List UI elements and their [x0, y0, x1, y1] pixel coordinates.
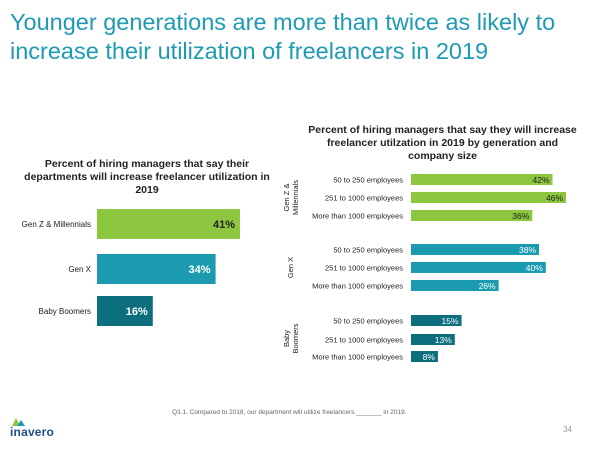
right-category-label: More than 1000 employees — [312, 212, 403, 221]
right-bar — [411, 262, 546, 273]
left-category-label: Gen Z & Millennials — [22, 220, 91, 229]
right-value-label: 15% — [442, 316, 459, 326]
right-bar — [411, 244, 540, 255]
left-value-label: 16% — [126, 306, 148, 318]
right-chart-title: Percent of hiring managers that say they… — [308, 124, 577, 162]
right-value-label: 13% — [435, 335, 452, 345]
right-bar — [411, 210, 533, 221]
logo: inavero — [10, 425, 55, 439]
right-value-label: 26% — [479, 281, 496, 291]
right-category-label: 50 to 250 employees — [333, 317, 403, 326]
right-value-label: 38% — [519, 245, 536, 255]
right-value-label: 46% — [546, 193, 563, 203]
left-category-label: Gen X — [68, 265, 91, 274]
footnote: Q3.1. Compared to 2018, our department w… — [172, 409, 407, 416]
right-bar — [411, 334, 455, 345]
right-category-label: More than 1000 employees — [312, 282, 403, 291]
left-bar — [97, 254, 216, 284]
right-bar — [411, 315, 462, 326]
right-value-label: 36% — [512, 211, 529, 221]
right-category-label: 50 to 250 employees — [333, 176, 403, 185]
left-bar — [97, 296, 153, 326]
right-category-label: 251 to 1000 employees — [325, 194, 403, 203]
page-title: Younger generations are more than twice … — [10, 9, 556, 64]
right-bar — [411, 351, 438, 362]
right-value-label: 40% — [526, 263, 543, 273]
right-group-label: Gen X — [286, 257, 295, 278]
left-category-label: Baby Boomers — [39, 307, 91, 316]
right-group-label: BabyBoomers — [282, 323, 300, 353]
left-bar — [97, 209, 240, 239]
right-category-label: 251 to 1000 employees — [325, 264, 403, 273]
logo-mark-icon — [12, 418, 25, 426]
right-bar — [411, 192, 566, 203]
right-category-label: More than 1000 employees — [312, 353, 403, 362]
left-chart-title: Percent of hiring managers that say thei… — [24, 158, 270, 196]
right-value-label: 8% — [423, 352, 436, 362]
page-number: 34 — [563, 425, 572, 434]
left-value-label: 34% — [189, 264, 211, 276]
right-category-label: 251 to 1000 employees — [325, 336, 403, 345]
right-group-label: Gen Z &Millennials — [282, 180, 300, 215]
right-bar — [411, 280, 499, 291]
left-value-label: 41% — [213, 219, 235, 231]
right-value-label: 42% — [533, 175, 550, 185]
right-category-label: 50 to 250 employees — [333, 246, 403, 255]
right-bar — [411, 174, 553, 185]
